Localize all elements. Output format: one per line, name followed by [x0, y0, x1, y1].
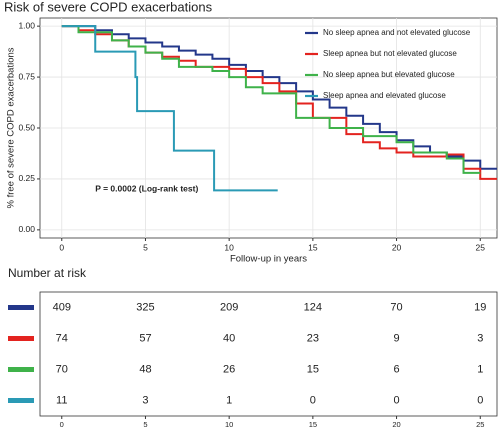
risk-count: 6: [393, 363, 399, 375]
risk-count: 15: [307, 363, 319, 375]
table-title: Number at risk: [8, 266, 87, 280]
legend-label: No sleep apnea and not elevated glucose: [323, 28, 471, 37]
x-tick-label: 5: [143, 242, 148, 252]
x-tick-label: 25: [476, 242, 486, 252]
risk-count: 0: [477, 394, 483, 406]
x-tick-label: 15: [308, 242, 318, 252]
risk-count: 57: [139, 332, 151, 344]
risk-count: 26: [223, 363, 235, 375]
y-tick-label: 0.50: [18, 122, 35, 132]
x-tick-label: 0: [60, 420, 64, 429]
risk-count: 124: [304, 301, 322, 313]
risk-count: 48: [139, 363, 151, 375]
risk-count: 3: [477, 332, 483, 344]
survival-line: [61, 25, 497, 170]
x-tick-label: 0: [59, 242, 64, 252]
y-tick-label: 0.25: [18, 173, 35, 183]
row-swatch: [8, 398, 34, 403]
risk-count: 209: [220, 301, 238, 313]
risk-count: 40: [223, 332, 235, 344]
risk-count: 325: [136, 301, 154, 313]
risk-count: 23: [307, 332, 319, 344]
legend-label: No sleep apnea but elevated glucose: [323, 70, 455, 79]
risk-count: 19: [474, 301, 486, 313]
risk-count: 74: [56, 332, 68, 344]
y-tick-label: 0.00: [18, 224, 35, 234]
y-axis-label: % free of severe COPD exacerbations: [6, 47, 17, 208]
x-tick-label: 10: [224, 242, 234, 252]
y-tick-label: 1.00: [18, 20, 35, 30]
row-swatch: [8, 336, 34, 341]
risk-count: 1: [226, 394, 232, 406]
risk-count: 0: [393, 394, 399, 406]
x-axis-label: Follow-up in years: [230, 254, 307, 265]
risk-count: 70: [56, 363, 68, 375]
row-swatch: [8, 367, 34, 372]
risk-count: 0: [310, 394, 316, 406]
y-tick-label: 0.75: [18, 71, 35, 81]
x-tick-label: 5: [143, 420, 147, 429]
risk-count: 1: [477, 363, 483, 375]
risk-count: 3: [142, 394, 148, 406]
survival-line: [61, 25, 278, 192]
survival-line: [61, 25, 481, 174]
risk-count: 11: [56, 394, 67, 406]
risk-count: 409: [53, 301, 71, 313]
x-tick-label: 10: [225, 420, 233, 429]
row-swatch: [8, 305, 34, 310]
annotation: P = 0.0002 (Log-rank test): [95, 183, 198, 193]
legend-label: Sleep apnea and elevated glucose: [323, 91, 446, 100]
x-tick-label: 15: [309, 420, 317, 429]
x-tick-label: 25: [476, 420, 484, 429]
table-panel: [39, 291, 498, 417]
chart-title: Risk of severe COPD exacerbations: [4, 0, 213, 14]
risk-count: 9: [393, 332, 399, 344]
legend-label: Sleep apnea but not elevated glucose: [323, 49, 457, 58]
risk-count: 70: [390, 301, 402, 313]
x-tick-label: 20: [392, 420, 400, 429]
x-tick-label: 20: [392, 242, 402, 252]
